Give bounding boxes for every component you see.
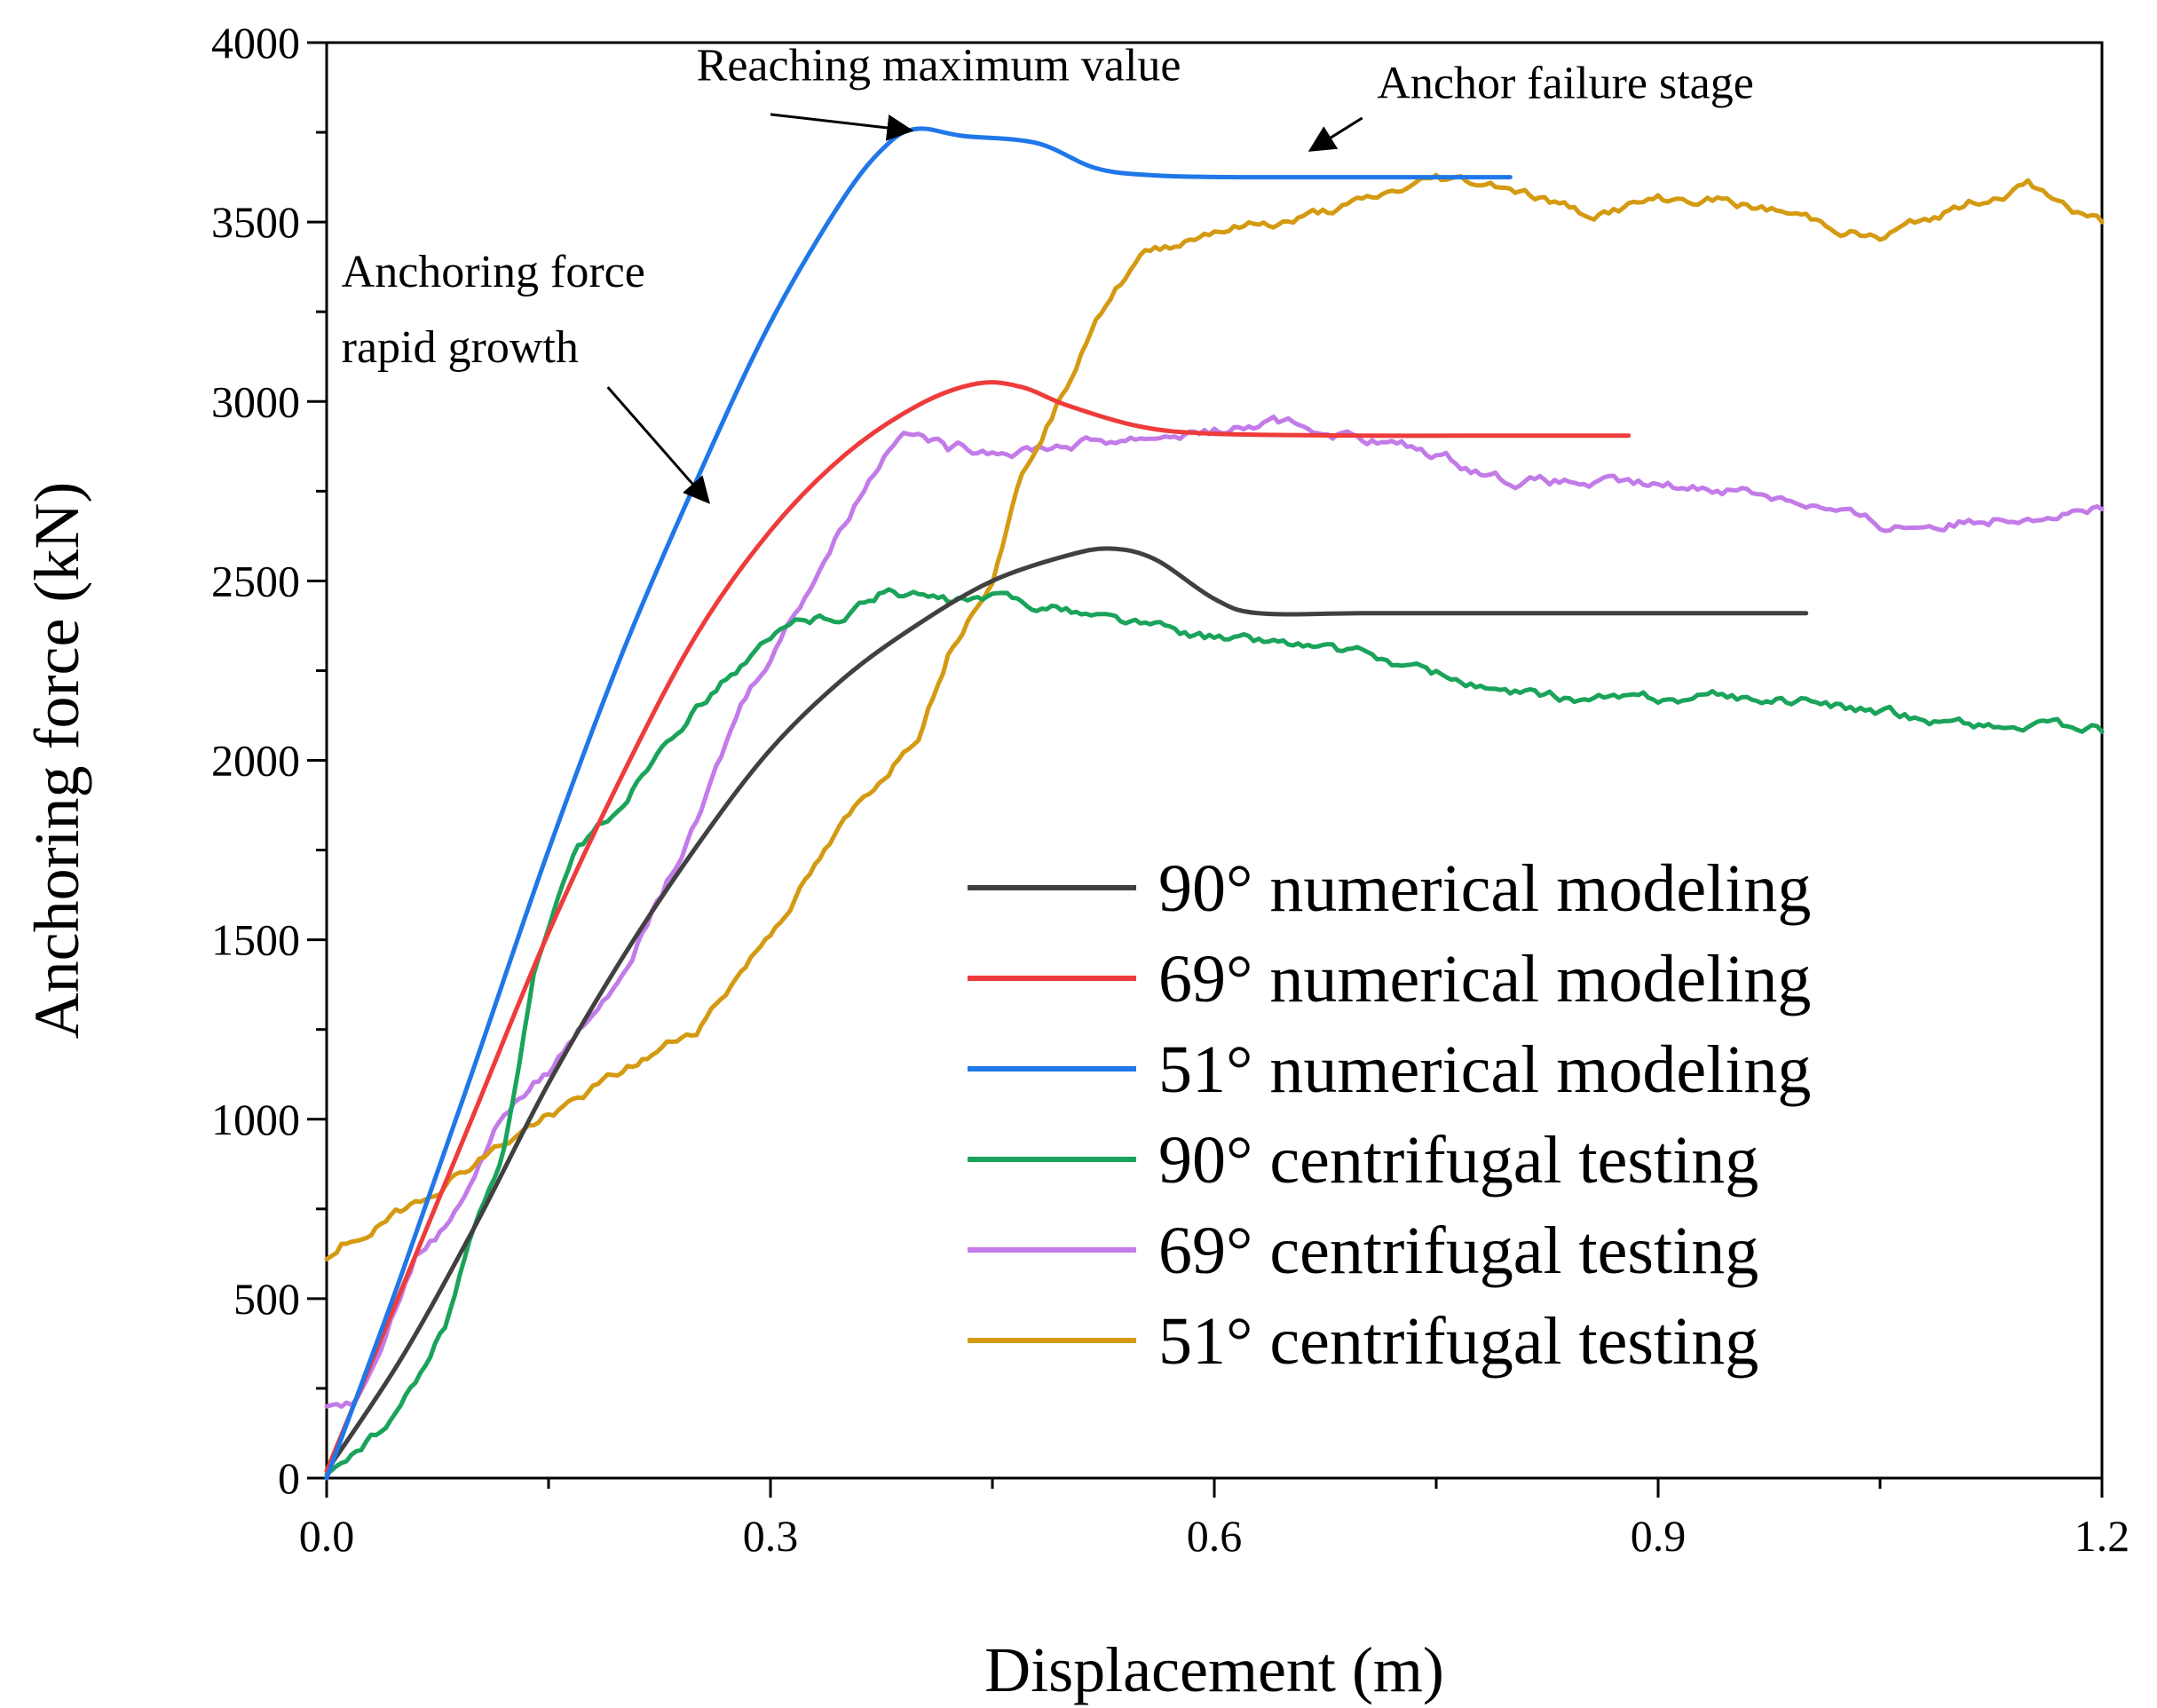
annotation-text: Anchor failure stage: [1377, 59, 1753, 109]
annotation-text: Anchoring force: [342, 247, 645, 297]
legend-label: 90° numerical modeling: [1158, 851, 1811, 926]
x-tick-label: 0.0: [299, 1511, 355, 1561]
x-tick-label: 0.9: [1631, 1511, 1687, 1561]
series-line-4: [324, 415, 2105, 1410]
y-tick-label: 3000: [211, 376, 300, 426]
annotation-arrow: [606, 386, 710, 504]
y-tick-label: 4000: [211, 18, 300, 67]
y-tick-label: 3500: [211, 197, 300, 247]
x-tick-label: 1.2: [2074, 1511, 2130, 1561]
axis-ticks: 0.0 0.3 0.6 0.9 1.2 0 500 1000 1500 2000 2500 3000 3…: [211, 18, 2129, 1561]
y-tick-label: 1500: [211, 915, 300, 965]
series-line-5: [324, 172, 2105, 1261]
legend-label: 69° numerical modeling: [1158, 942, 1811, 1016]
legend-label: 90° centrifugal testing: [1158, 1123, 1758, 1198]
annotation-layer: Reaching maximum value Anchor failure sta…: [342, 40, 1754, 504]
x-tick-label: 0.6: [1187, 1511, 1243, 1561]
x-tick-label: 0.3: [743, 1511, 799, 1561]
y-axis-title: Anchoring force (kN): [21, 482, 92, 1040]
series-layer: [324, 126, 2105, 1481]
legend-label: 51° numerical modeling: [1158, 1032, 1811, 1107]
x-axis-title: Displacement (m): [984, 1634, 1444, 1705]
series-line-0: [324, 546, 1809, 1474]
series-line-3: [324, 587, 2105, 1477]
annotation-arrow: [770, 113, 914, 141]
y-tick-label: 1000: [211, 1095, 300, 1144]
legend-label: 51° centrifugal testing: [1158, 1304, 1758, 1379]
legend: 90° numerical modeling 69° numerical mode…: [968, 851, 1811, 1379]
series-line-2: [324, 126, 1513, 1481]
y-tick-label: 2500: [211, 556, 300, 605]
series-line-1: [324, 380, 1632, 1474]
y-tick-label: 2000: [211, 736, 300, 786]
y-tick-label: 500: [233, 1274, 300, 1324]
annotation-text: rapid growth: [342, 322, 579, 373]
y-tick-label: 0: [278, 1453, 300, 1503]
annotation-arrow: [1308, 116, 1363, 152]
annotation-text: Reaching maximum value: [697, 40, 1181, 91]
legend-label: 69° centrifugal testing: [1158, 1214, 1758, 1288]
